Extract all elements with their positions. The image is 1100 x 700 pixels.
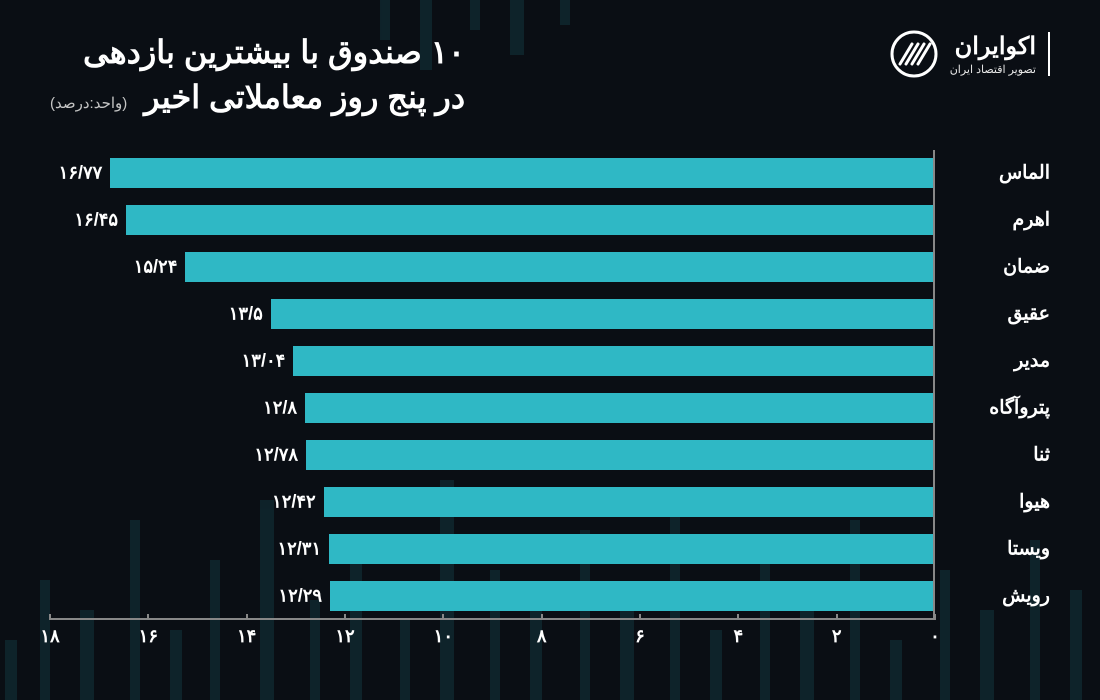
- x-tick-label: ۱۴: [237, 626, 256, 647]
- bar: ۱۲/۴۲: [324, 487, 933, 517]
- bar-value: ۱۲/۲۹: [278, 586, 322, 607]
- x-tick-label: ۱۶: [139, 626, 158, 647]
- category-label: ضمان: [1003, 256, 1050, 279]
- bar: ۱۲/۷۸: [306, 440, 933, 470]
- bar-value: ۱۳/۵: [229, 304, 263, 325]
- chart-title: ۱۰ صندوق با بیشترین بازدهی در پنج روز مع…: [50, 30, 465, 120]
- x-tick-label: ۱۸: [40, 626, 59, 647]
- bar: ۱۲/۸: [305, 393, 933, 423]
- logo-icon: [890, 30, 938, 78]
- category-label: پتروآگاه: [989, 397, 1050, 420]
- x-tick-label: ۶: [635, 626, 645, 647]
- category-label: عقیق: [1007, 303, 1050, 326]
- bar-value: ۱۳/۰۴: [242, 351, 286, 372]
- bar: ۱۳/۵: [271, 299, 933, 329]
- logo: اکوایران تصویر اقتصاد ایران: [890, 30, 1050, 78]
- category-label: ویستا: [1007, 538, 1050, 561]
- x-tick-label: ۲: [832, 626, 842, 647]
- bar-value: ۱۵/۲۴: [134, 257, 178, 278]
- bar: ۱۳/۰۴: [293, 346, 933, 376]
- header: اکوایران تصویر اقتصاد ایران ۱۰ صندوق با …: [0, 0, 1100, 130]
- bar: ۱۶/۴۵: [126, 205, 933, 235]
- bar: ۱۲/۳۱: [329, 534, 933, 564]
- bar-chart: الماس اهرم ضمان عقیق مدیر پتروآگاه ثنا هیوا ویست…: [50, 150, 1050, 660]
- title-line-2: در پنج روز معاملاتی اخیر (واحد:درصد): [50, 75, 465, 120]
- bar-value: ۱۶/۷۷: [59, 163, 103, 184]
- bar: ۱۲/۲۹: [330, 581, 933, 611]
- y-axis-labels: الماس اهرم ضمان عقیق مدیر پتروآگاه ثنا هیوا ویست…: [940, 150, 1050, 620]
- bar: ۱۵/۲۴: [185, 252, 933, 282]
- logo-tagline: تصویر اقتصاد ایران: [950, 63, 1036, 76]
- category-label: ثنا: [1033, 444, 1050, 467]
- title-unit: (واحد:درصد): [50, 95, 127, 112]
- x-tick-label: ۱۰: [434, 626, 453, 647]
- bar: ۱۶/۷۷: [110, 158, 933, 188]
- bar-value: ۱۲/۴۲: [272, 492, 316, 513]
- category-label: اهرم: [1012, 209, 1050, 232]
- category-label: هیوا: [1019, 491, 1050, 514]
- x-axis-ticks: ۰۲۴۶۸۱۰۱۲۱۴۱۶۱۸: [50, 620, 935, 660]
- category-label: رویش: [1002, 585, 1050, 608]
- x-tick-label: ۰: [930, 626, 940, 647]
- bar-value: ۱۶/۴۵: [74, 210, 118, 231]
- bar-value: ۱۲/۸: [263, 398, 297, 419]
- title-line-1: ۱۰ صندوق با بیشترین بازدهی: [50, 30, 465, 75]
- category-label: الماس: [999, 162, 1050, 185]
- bar-value: ۱۲/۳۱: [277, 539, 321, 560]
- x-tick-label: ۸: [537, 626, 547, 647]
- x-tick-label: ۴: [734, 626, 744, 647]
- title-line-2-text: در پنج روز معاملاتی اخیر: [144, 79, 465, 115]
- logo-name: اکوایران: [950, 32, 1036, 61]
- category-label: مدیر: [1014, 350, 1050, 373]
- bar-value: ۱۲/۷۸: [254, 445, 298, 466]
- x-tick-label: ۱۲: [335, 626, 354, 647]
- plot-area: ۱۶/۷۷ ۱۶/۴۵ ۱۵/۲۴ ۱۳/۵ ۱۳/۰۴ ۱۲/۸ ۱۲/۷۸ ۱۲/۴۲ ۱۲…: [50, 150, 935, 620]
